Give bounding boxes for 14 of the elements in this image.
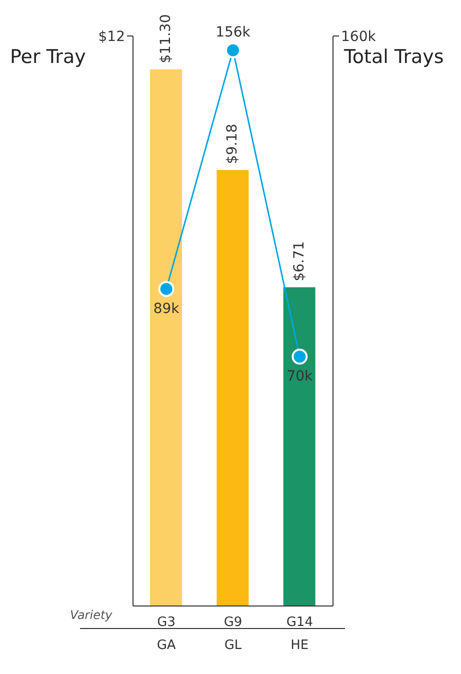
data-label: $11.30 xyxy=(158,14,174,64)
data-label: 89k xyxy=(153,300,180,317)
x-tick-label: G3 GA xyxy=(156,615,176,653)
data-label: 156k xyxy=(216,24,252,40)
data-label: $9.18 xyxy=(224,124,241,164)
y2-tick-label: 160k xyxy=(341,28,377,45)
y-axis-title: Per Tray xyxy=(10,46,86,68)
y2-axis-title: Total Trays xyxy=(344,46,444,68)
x-tick-label: G14 HE xyxy=(286,615,313,653)
y-tick-label: $12 xyxy=(98,28,125,45)
data-label: $6.71 xyxy=(291,241,308,282)
data-label: 70k xyxy=(286,368,314,385)
x-tick-label: G9 GL xyxy=(224,615,242,653)
x-axis-title: Variety xyxy=(70,608,112,622)
